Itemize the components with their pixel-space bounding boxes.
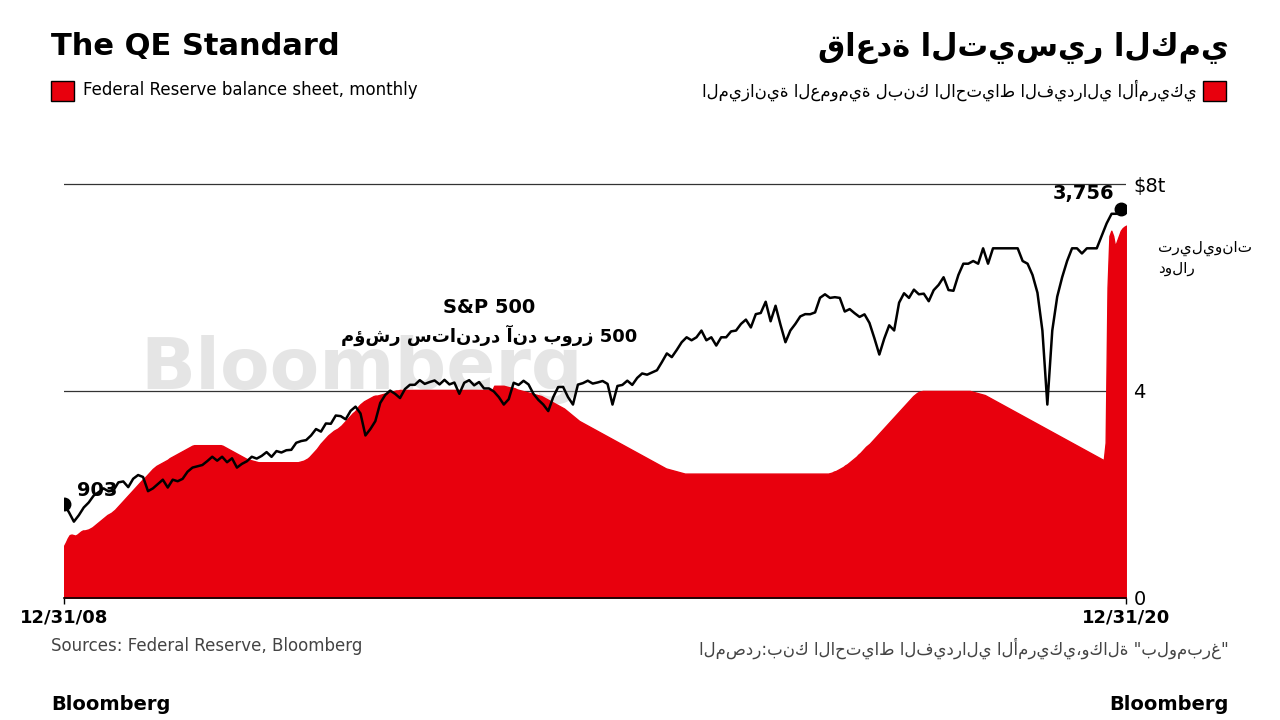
Text: S&P 500: S&P 500 [443, 298, 535, 318]
Text: Sources: Federal Reserve, Bloomberg: Sources: Federal Reserve, Bloomberg [51, 637, 362, 655]
Text: Bloomberg: Bloomberg [1110, 695, 1229, 714]
Text: 903: 903 [77, 481, 118, 500]
Text: Bloomberg: Bloomberg [140, 335, 582, 404]
Text: Bloomberg: Bloomberg [51, 695, 170, 714]
Text: Federal Reserve balance sheet, monthly: Federal Reserve balance sheet, monthly [83, 81, 417, 99]
Text: The QE Standard: The QE Standard [51, 32, 339, 61]
Text: تريليونات
دولار: تريليونات دولار [1158, 241, 1252, 276]
Text: قاعدة التيسير الكمي: قاعدة التيسير الكمي [818, 32, 1229, 64]
Text: 3,756: 3,756 [1052, 184, 1114, 203]
Text: الميزانية العمومية لبنك الاحتياط الفيدرالي الأمريكي: الميزانية العمومية لبنك الاحتياط الفيدرا… [701, 79, 1197, 101]
Text: المصدر:بنك الاحتياط الفيدرالي الأمريكي،وكالة "بلومبرغ": المصدر:بنك الاحتياط الفيدرالي الأمريكي،و… [699, 637, 1229, 659]
Text: مؤشر ستاندرد آند بورز 500: مؤشر ستاندرد آند بورز 500 [340, 325, 637, 346]
